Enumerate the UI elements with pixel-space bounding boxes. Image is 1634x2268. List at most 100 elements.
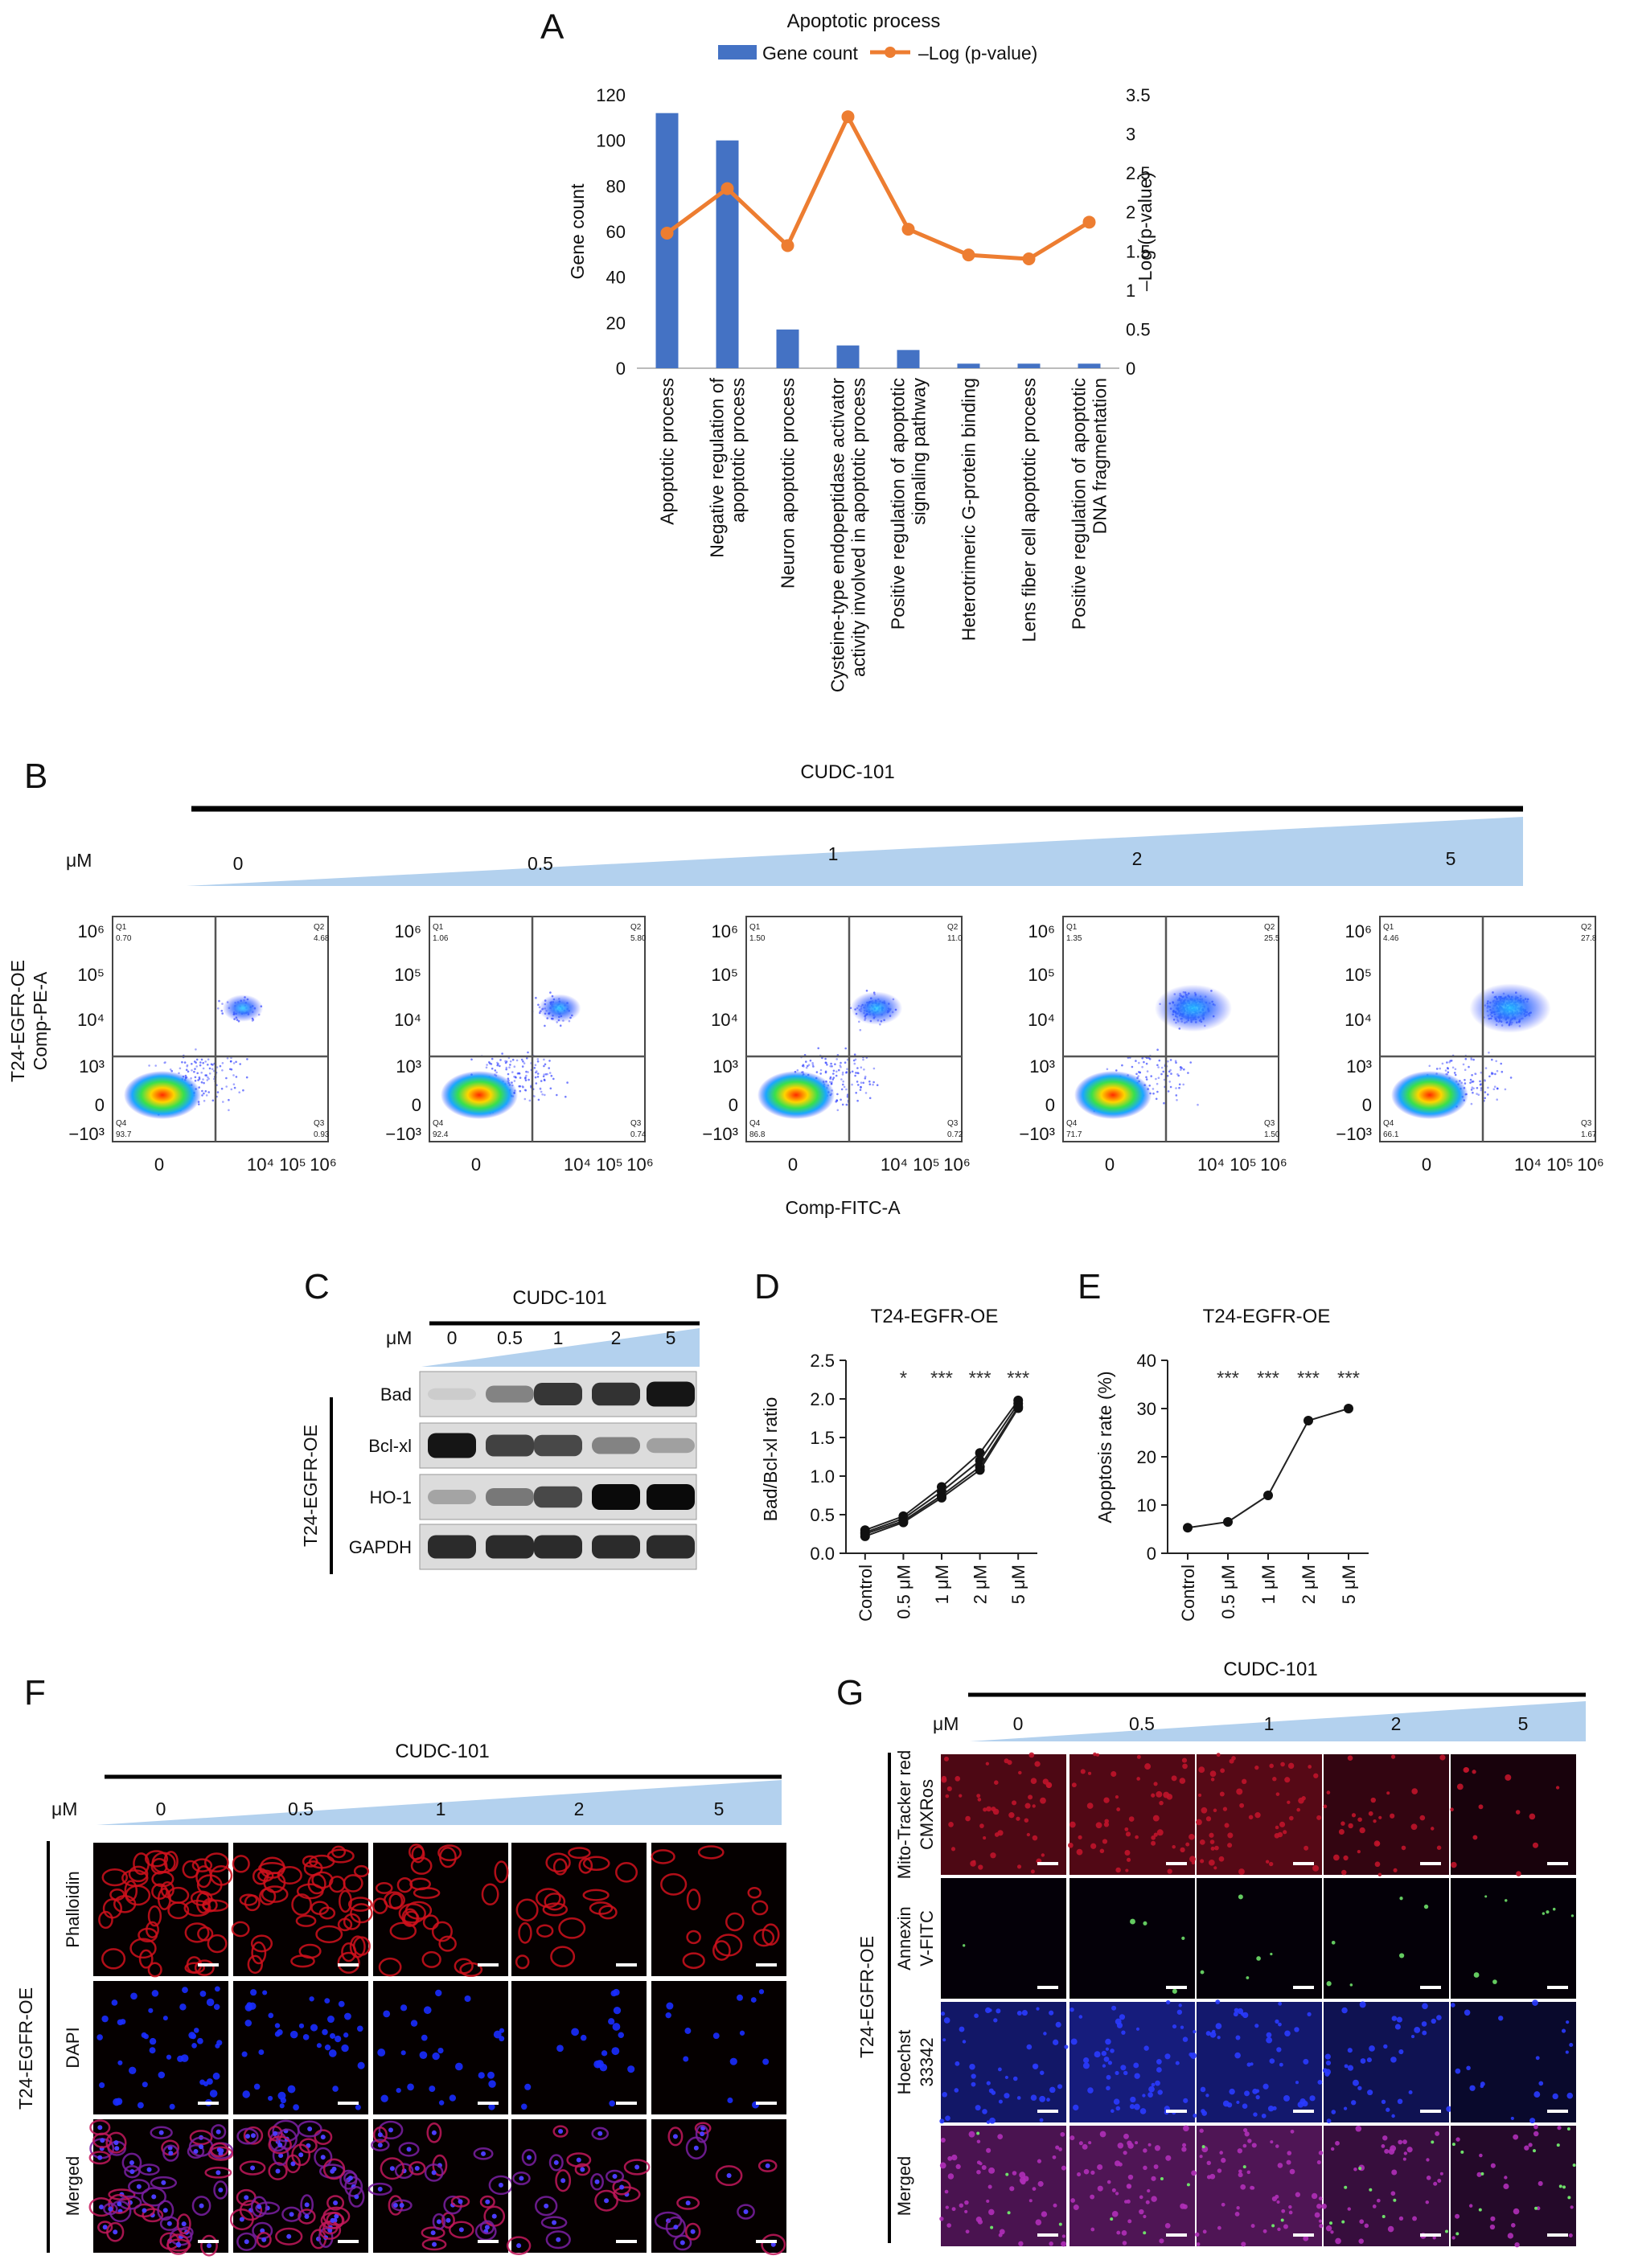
micro-dot <box>1032 1804 1036 1808</box>
panel-f-conc-label: 0.5 <box>288 1798 314 1819</box>
flow-dot <box>211 1064 214 1066</box>
chart-d-xtick: Control <box>856 1565 876 1622</box>
flow-dot <box>239 1063 242 1065</box>
micro-dot <box>1422 2003 1428 2010</box>
chart-d-point <box>860 1531 870 1541</box>
chart-a-category-line: Neuron apoptotic process <box>778 378 799 589</box>
micro-dot <box>1322 2068 1328 2073</box>
micro-dot <box>1227 1832 1234 1839</box>
chart-a-category: Heterotrimeric G-protein binding <box>959 378 979 641</box>
flow-dot <box>199 1064 202 1067</box>
chart-a-bar <box>897 350 920 368</box>
flow-dot <box>495 1071 498 1074</box>
micro-nucleus <box>277 2142 283 2147</box>
micro-dot <box>1073 2104 1079 2111</box>
micro-dot <box>959 2203 964 2208</box>
chart-e-point <box>1263 1491 1273 1500</box>
micro-dot <box>1043 2032 1047 2036</box>
micro-dot <box>1209 1859 1215 1866</box>
chart-e-ytick: 10 <box>1137 1495 1156 1515</box>
flow-dot <box>181 1060 183 1064</box>
micro-dot <box>945 1794 950 1798</box>
micro-nucleus <box>216 2170 221 2176</box>
flow-dot <box>1156 1048 1159 1051</box>
flow-dot <box>541 1093 544 1096</box>
micro-nucleus <box>181 2221 187 2227</box>
micro-dot <box>1275 1792 1280 1796</box>
flow-dot <box>1146 1070 1149 1072</box>
micro-nucleus <box>98 2204 104 2210</box>
micro-nucleus <box>197 2037 203 2044</box>
micro-dot <box>1287 1800 1291 1804</box>
flow-dot <box>868 1080 871 1083</box>
micro-dot <box>1307 2012 1312 2016</box>
panel-c-conc-label: 1 <box>553 1327 564 1348</box>
flow-ytick: 0 <box>1362 1095 1372 1115</box>
micro-nucleus <box>193 2028 199 2033</box>
micro-nucleus <box>207 2243 212 2249</box>
flow-dot <box>1484 1067 1488 1069</box>
flow-dot <box>470 1058 473 1061</box>
micro-dot <box>1226 2102 1233 2108</box>
flow-dot <box>872 1067 876 1070</box>
micro-dot <box>1198 1766 1205 1774</box>
micro-dot <box>1367 2090 1373 2096</box>
flow-quadrant-name: Q3 <box>1264 1119 1275 1128</box>
flow-dot <box>204 1074 207 1077</box>
flow-dot <box>1504 1088 1507 1091</box>
flow-dot <box>228 1098 230 1101</box>
micro-dot <box>1220 1768 1226 1774</box>
flow-dot <box>855 1072 857 1074</box>
chart-a-point <box>901 223 915 236</box>
flow-dot <box>221 1062 224 1064</box>
flow-dot <box>1454 1068 1457 1071</box>
flow-dot <box>238 1091 241 1093</box>
flow-quadrant-value: 0.72 <box>947 1130 963 1139</box>
micro-dot <box>1383 2044 1388 2049</box>
panel-g-row-label: 33342 <box>917 2037 937 2086</box>
micro-nucleus <box>571 2028 579 2036</box>
flow-dot <box>1155 1097 1158 1101</box>
micro-dot <box>1180 2025 1184 2029</box>
micro-nucleus <box>117 2019 124 2026</box>
micro-dot <box>1121 2030 1126 2035</box>
flow-quadrant-name: Q3 <box>630 1119 642 1128</box>
flow-dot <box>534 1064 537 1066</box>
micro-dot <box>1024 1818 1029 1823</box>
flow-dot <box>232 1083 236 1085</box>
micro-dot <box>1366 2057 1372 2063</box>
micro-dot <box>1016 1864 1022 1869</box>
flow-dot <box>521 1065 524 1068</box>
micro-dot <box>954 2088 959 2093</box>
flow-dot <box>1471 1086 1474 1089</box>
flow-dot <box>802 1064 805 1066</box>
flow-dot <box>1501 1070 1504 1073</box>
flow-dot <box>1484 1097 1486 1100</box>
flow-dot <box>1169 1059 1172 1061</box>
micro-nucleus <box>242 2090 250 2098</box>
flow-dot <box>853 1053 856 1056</box>
micro-dot <box>1178 2003 1182 2008</box>
chart-a-y2tick: 0 <box>1126 359 1135 379</box>
flow-dot <box>841 1073 844 1076</box>
micro-nucleus <box>679 2240 685 2245</box>
flow-xtick: 10⁵ <box>279 1155 306 1175</box>
micro-dot <box>1049 2010 1054 2016</box>
chart-d-point <box>975 1465 985 1475</box>
chart-a-y2tick: 2.5 <box>1126 163 1151 183</box>
flow-dot <box>552 1077 555 1081</box>
flow-dot <box>246 1058 248 1060</box>
chart-e-point <box>1344 1404 1353 1413</box>
flow-dot <box>494 1069 497 1072</box>
micro-nucleus <box>750 1997 757 2003</box>
micro-nucleus <box>279 2103 285 2109</box>
flow-dot <box>499 1059 502 1061</box>
micro-dot <box>1041 2211 1048 2217</box>
micro-nucleus <box>136 2184 142 2189</box>
micro-nucleus <box>180 2054 189 2062</box>
flow-dot <box>195 1058 199 1061</box>
micro-nucleus <box>454 2062 463 2071</box>
flow-dot <box>1135 1060 1137 1062</box>
flow-dot <box>863 1068 865 1071</box>
flow-upper-cluster <box>850 991 903 1025</box>
